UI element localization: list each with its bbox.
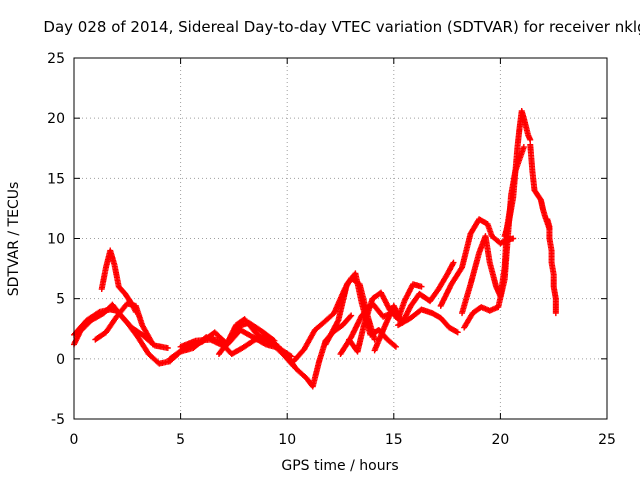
satellite-track-21	[544, 216, 559, 317]
y-tick-label: 20	[47, 111, 65, 127]
x-tick-label: 10	[278, 432, 296, 448]
satellite-track-15	[395, 306, 461, 336]
satellite-track-19	[501, 107, 534, 240]
satellite-track-4	[98, 247, 139, 315]
satellite-track-11	[322, 270, 399, 350]
x-axis-label: GPS time / hours	[281, 458, 398, 474]
data-point	[458, 265, 465, 272]
data-point	[270, 336, 277, 343]
x-tick-labels: 0 5 10 15 20 25	[70, 432, 616, 448]
y-tick-label: 5	[56, 292, 65, 308]
data-point	[418, 283, 425, 290]
y-tick-label: 0	[56, 352, 65, 368]
data-point	[510, 235, 517, 242]
data-point	[520, 144, 527, 151]
y-tick-label: 10	[47, 232, 65, 248]
data-point	[132, 308, 139, 315]
satellite-track-20	[527, 141, 553, 232]
chart-title: Day 028 of 2014, Sidereal Day-to-day VTE…	[43, 18, 640, 36]
y-axis-label: SDTVAR / TECUs	[6, 182, 22, 297]
data-point	[149, 341, 156, 348]
satellite-track-16	[437, 216, 517, 309]
data-points	[71, 107, 559, 390]
data-point	[347, 313, 354, 320]
axis-ticks	[73, 57, 608, 420]
data-point	[454, 329, 461, 336]
x-tick-label: 15	[385, 432, 403, 448]
data-point	[552, 310, 559, 317]
data-point	[392, 343, 399, 350]
x-tick-label: 20	[491, 432, 509, 448]
x-tick-label: 25	[598, 432, 616, 448]
data-point	[348, 312, 355, 319]
data-point	[450, 259, 457, 266]
data-point	[95, 309, 102, 316]
x-tick-label: 5	[176, 432, 185, 448]
y-tick-label: 25	[47, 51, 65, 67]
data-point	[164, 345, 171, 352]
grid	[74, 58, 607, 419]
y-tick-label: -5	[51, 412, 65, 428]
data-point	[271, 337, 278, 344]
satellite-track-2	[71, 306, 173, 367]
y-tick-label: 15	[47, 171, 65, 187]
y-tick-labels: -5 0 5 10 15 20 25	[47, 51, 65, 428]
x-tick-label: 0	[70, 432, 79, 448]
satellite-track-8	[215, 319, 278, 358]
data-point	[391, 342, 398, 349]
